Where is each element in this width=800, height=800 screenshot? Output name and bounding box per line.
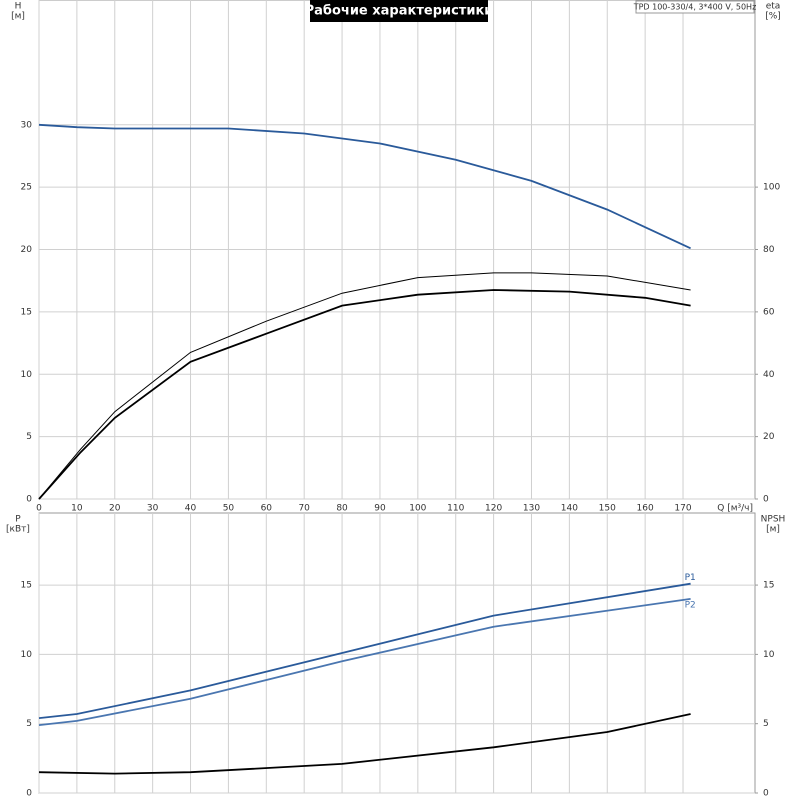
x-tick-label: 120 xyxy=(485,504,502,514)
y2-tick-label: 60 xyxy=(763,307,775,317)
y2-tick-label: 5 xyxy=(763,719,769,729)
x-tick-label: 130 xyxy=(523,504,540,514)
y-tick-label: 0 xyxy=(26,495,32,505)
y-tick-label: 5 xyxy=(26,432,32,442)
x-tick-label: 160 xyxy=(637,504,654,514)
x-tick-label: 170 xyxy=(674,504,691,514)
y2-tick-label: 40 xyxy=(763,370,775,380)
y2-tick-label: 10 xyxy=(763,650,775,660)
x-axis-label: Q [м³/ч] xyxy=(717,504,753,514)
x-tick-label: 20 xyxy=(109,504,121,514)
x-tick-label: 30 xyxy=(147,504,159,514)
y-tick-label: 20 xyxy=(21,245,33,255)
x-tick-label: 90 xyxy=(374,504,386,514)
y-axis-label: H xyxy=(15,2,22,12)
chart-subtitle: TPD 100-330/4, 3*400 V, 50Hz xyxy=(633,3,757,12)
y-tick-label: 10 xyxy=(21,650,33,660)
y2-tick-label: 20 xyxy=(763,432,775,442)
curve-label: P1 xyxy=(685,573,696,583)
x-tick-label: 0 xyxy=(36,504,42,514)
x-tick-label: 110 xyxy=(447,504,464,514)
y2-tick-label: 15 xyxy=(763,581,774,591)
chart-title: Рабочие характеристики xyxy=(305,4,494,19)
y-axis-label: P xyxy=(15,515,21,525)
y-axis-unit: [кВт] xyxy=(6,525,30,535)
curve xyxy=(38,582,691,719)
y-tick-label: 5 xyxy=(26,719,32,729)
x-tick-label: 60 xyxy=(261,504,273,514)
x-tick-label: 70 xyxy=(298,504,310,514)
y2-tick-label: 0 xyxy=(763,789,769,799)
curve xyxy=(38,598,691,726)
y-tick-label: 15 xyxy=(21,307,32,317)
x-tick-label: 50 xyxy=(223,504,235,514)
curve xyxy=(38,713,691,775)
y-tick-label: 10 xyxy=(21,370,33,380)
x-tick-label: 10 xyxy=(71,504,83,514)
y2-axis-unit: [%] xyxy=(765,12,781,22)
curve xyxy=(38,272,691,500)
x-tick-label: 80 xyxy=(336,504,348,514)
y2-axis-label: NPSH xyxy=(761,515,786,525)
y2-axis-unit: [м] xyxy=(766,525,780,535)
x-tick-label: 100 xyxy=(409,504,426,514)
x-tick-label: 40 xyxy=(185,504,197,514)
y2-axis-label: eta xyxy=(766,2,781,12)
y-axis-unit: [м] xyxy=(11,12,25,22)
y-tick-label: 15 xyxy=(21,581,32,591)
curve xyxy=(38,289,691,500)
x-tick-label: 140 xyxy=(561,504,578,514)
x-tick-label: 150 xyxy=(599,504,616,514)
y2-tick-label: 80 xyxy=(763,245,775,255)
y-tick-label: 30 xyxy=(21,120,33,130)
curve xyxy=(38,123,691,250)
curve-label: P2 xyxy=(685,600,696,610)
y-tick-label: 25 xyxy=(21,183,32,193)
subtitle-box xyxy=(635,0,755,14)
y2-tick-label: 0 xyxy=(763,495,769,505)
y2-tick-label: 100 xyxy=(763,183,780,193)
title-box xyxy=(310,0,488,22)
y-tick-label: 0 xyxy=(26,789,32,799)
plot-area xyxy=(38,512,756,794)
